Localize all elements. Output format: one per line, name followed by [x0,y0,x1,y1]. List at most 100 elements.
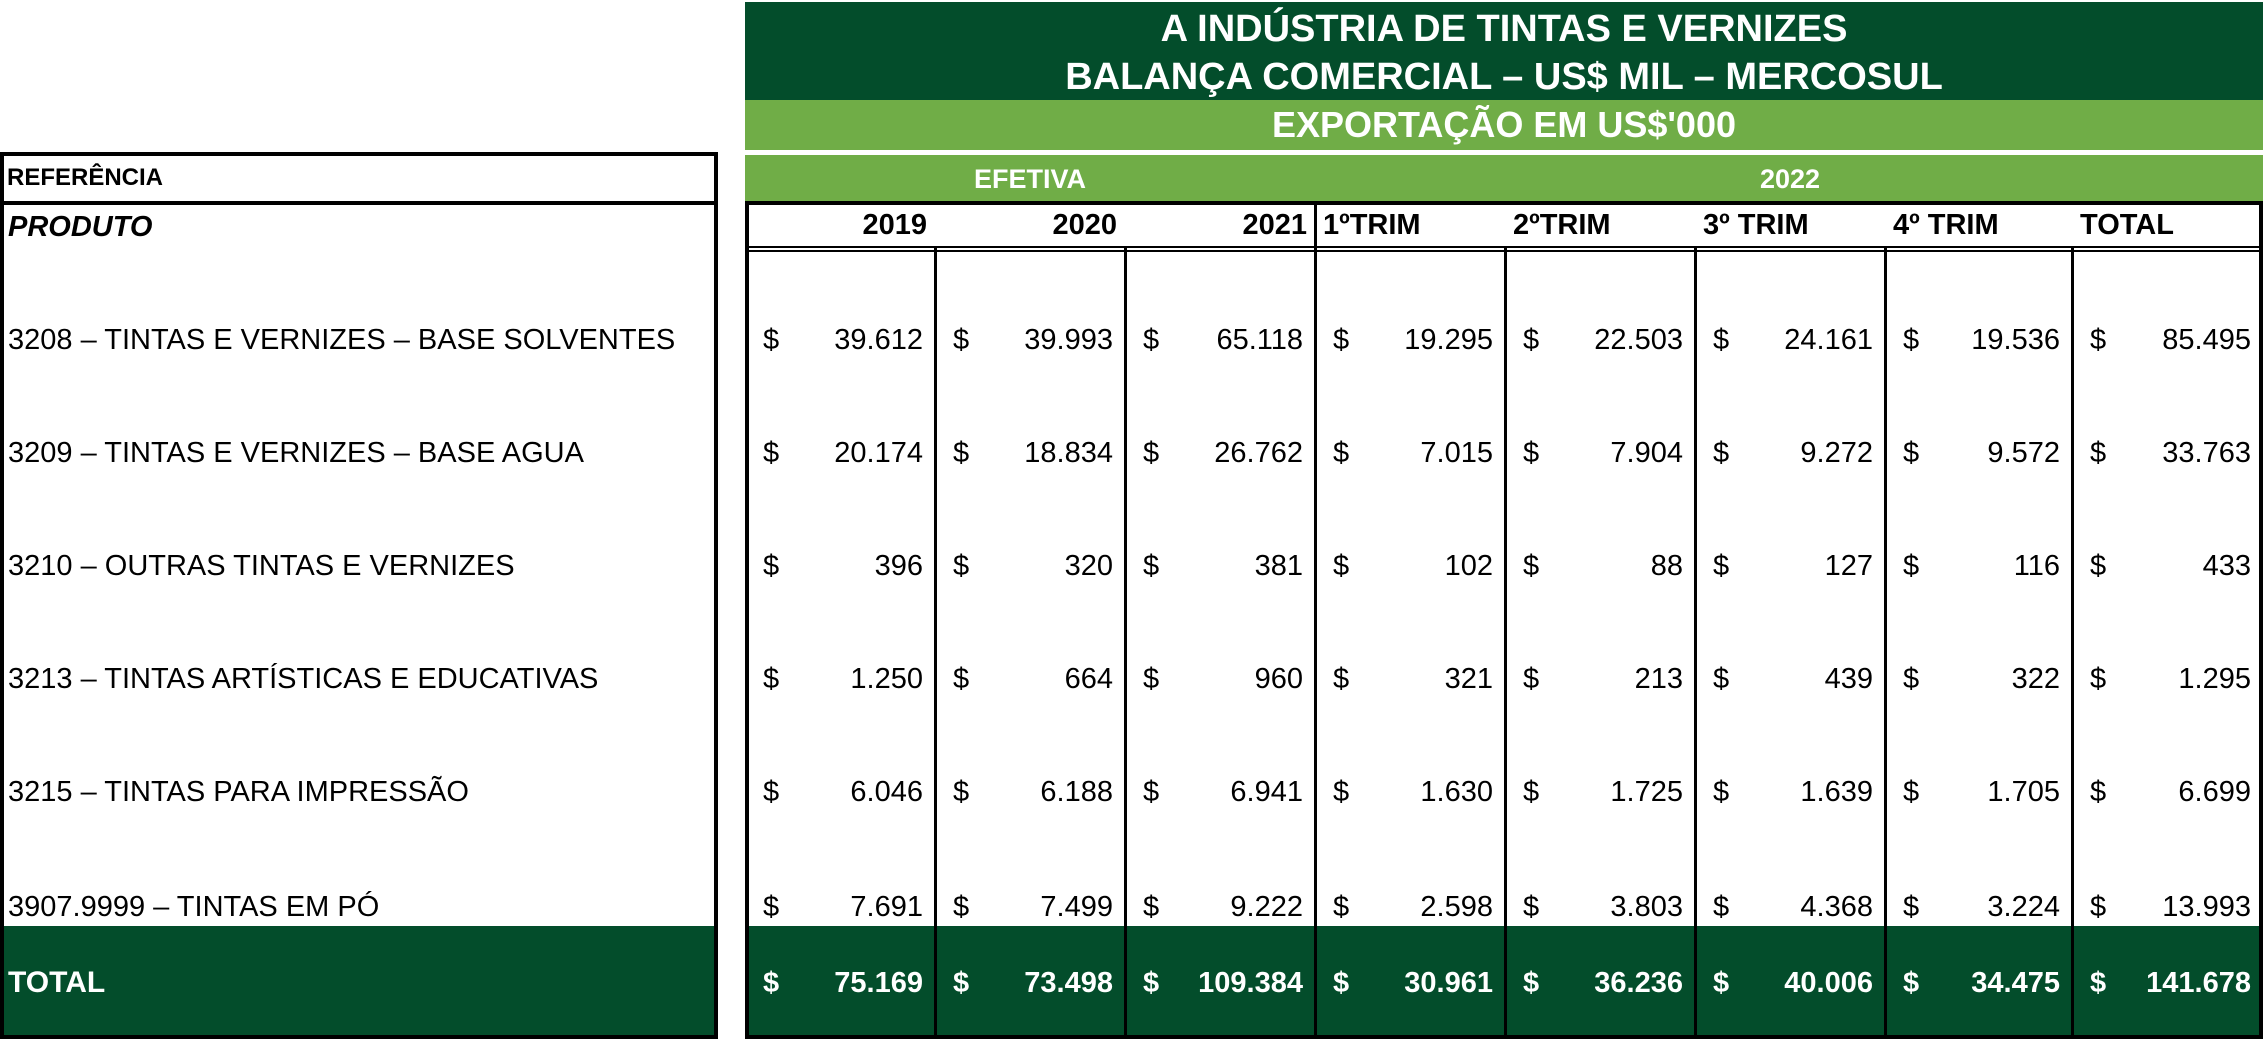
column-header: 2ºTRIM [1513,209,1611,241]
currency-symbol: $ [1523,967,1540,999]
value-cell: 664 [1064,663,1113,695]
value-cell: 321 [1444,663,1493,695]
group-band [745,155,2263,203]
currency-symbol: $ [763,550,780,582]
value-cell: 39.993 [1024,324,1113,356]
currency-symbol: $ [953,550,970,582]
value-cell: 1.639 [1800,776,1873,808]
column-header: 2020 [1052,209,1117,241]
currency-symbol: $ [1333,776,1350,808]
total-band-left [4,926,714,1035]
currency-symbol: $ [1903,967,1920,999]
value-cell: 6.941 [1230,776,1303,808]
currency-symbol: $ [1713,550,1730,582]
product-label: PRODUTO [8,211,153,243]
total-cell: 109.384 [1198,967,1303,999]
currency-symbol: $ [1903,663,1920,695]
currency-symbol: $ [1333,437,1350,469]
currency-symbol: $ [1523,550,1540,582]
currency-symbol: $ [1333,891,1350,923]
currency-symbol: $ [1903,550,1920,582]
currency-symbol: $ [2090,550,2107,582]
value-cell: 7.015 [1420,437,1493,469]
column-divider [1124,246,1127,1039]
value-cell: 39.612 [834,324,923,356]
column-header: 2021 [1242,209,1307,241]
value-cell: 26.762 [1214,437,1303,469]
value-cell: 102 [1444,550,1493,582]
currency-symbol: $ [2090,663,2107,695]
value-cell: 65.118 [1216,324,1303,356]
column-header: 3º TRIM [1703,209,1809,241]
total-cell: 34.475 [1971,967,2060,999]
value-cell: 9.572 [1987,437,2060,469]
currency-symbol: $ [1143,967,1160,999]
value-cell: 20.174 [834,437,923,469]
main-title: A INDÚSTRIA DE TINTAS E VERNIZES [1160,8,1848,50]
total-cell: 36.236 [1594,967,1683,999]
product-name: 3209 – TINTAS E VERNIZES – BASE AGUA [8,437,584,469]
currency-symbol: $ [1903,437,1920,469]
value-cell: 396 [874,550,923,582]
column-divider [1694,246,1697,1039]
currency-symbol: $ [1333,967,1350,999]
currency-symbol: $ [1713,437,1730,469]
currency-symbol: $ [1713,324,1730,356]
currency-symbol: $ [1143,550,1160,582]
value-cell: 116 [2013,550,2060,582]
currency-symbol: $ [1333,324,1350,356]
currency-symbol: $ [1143,891,1160,923]
total-cell: 141.678 [2146,967,2251,999]
value-cell: 2.598 [1420,891,1493,923]
export-band [745,100,2263,150]
product-name: 3213 – TINTAS ARTÍSTICAS E EDUCATIVAS [8,663,599,695]
column-divider [1504,246,1507,1039]
value-cell: 13.993 [2162,891,2251,923]
column-header: 4º TRIM [1893,209,1999,241]
currency-symbol: $ [1713,967,1730,999]
currency-symbol: $ [953,437,970,469]
value-cell: 322 [2011,663,2060,695]
column-divider [934,246,937,1039]
value-cell: 22.503 [1594,324,1683,356]
value-cell: 4.368 [1800,891,1873,923]
header-column-divider [1314,201,1317,250]
currency-symbol: $ [763,324,780,356]
currency-symbol: $ [1523,324,1540,356]
value-cell: 1.705 [1987,776,2060,808]
value-cell: 960 [1254,663,1303,695]
column-header: 2019 [862,209,927,241]
currency-symbol: $ [953,891,970,923]
total-label: TOTAL [8,966,106,999]
currency-symbol: $ [1523,663,1540,695]
value-cell: 19.536 [1971,324,2060,356]
currency-symbol: $ [1713,776,1730,808]
value-cell: 33.763 [2162,437,2251,469]
currency-symbol: $ [763,437,780,469]
currency-symbol: $ [1903,776,1920,808]
currency-symbol: $ [953,663,970,695]
value-cell: 320 [1064,550,1113,582]
value-cell: 127 [1824,550,1873,582]
total-cell: 73.498 [1024,967,1113,999]
currency-symbol: $ [1143,437,1160,469]
value-cell: 1.725 [1610,776,1683,808]
value-cell: 1.295 [2178,663,2251,695]
currency-symbol: $ [1903,891,1920,923]
total-cell: 40.006 [1784,967,1873,999]
currency-symbol: $ [1143,776,1160,808]
currency-symbol: $ [1713,891,1730,923]
currency-symbol: $ [2090,437,2107,469]
product-name: 3215 – TINTAS PARA IMPRESSÃO [8,776,469,808]
currency-symbol: $ [953,967,970,999]
currency-symbol: $ [1523,891,1540,923]
group-efetiva: EFETIVA [973,164,1086,194]
currency-symbol: $ [1333,663,1350,695]
export-title: EXPORTAÇÃO EM US$'000 [1271,104,1736,145]
value-cell: 381 [1254,550,1303,582]
currency-symbol: $ [953,324,970,356]
value-cell: 9.222 [1230,891,1303,923]
column-divider [1884,246,1887,1039]
reference-label: REFERÊNCIA [7,164,164,191]
value-cell: 3.803 [1610,891,1683,923]
